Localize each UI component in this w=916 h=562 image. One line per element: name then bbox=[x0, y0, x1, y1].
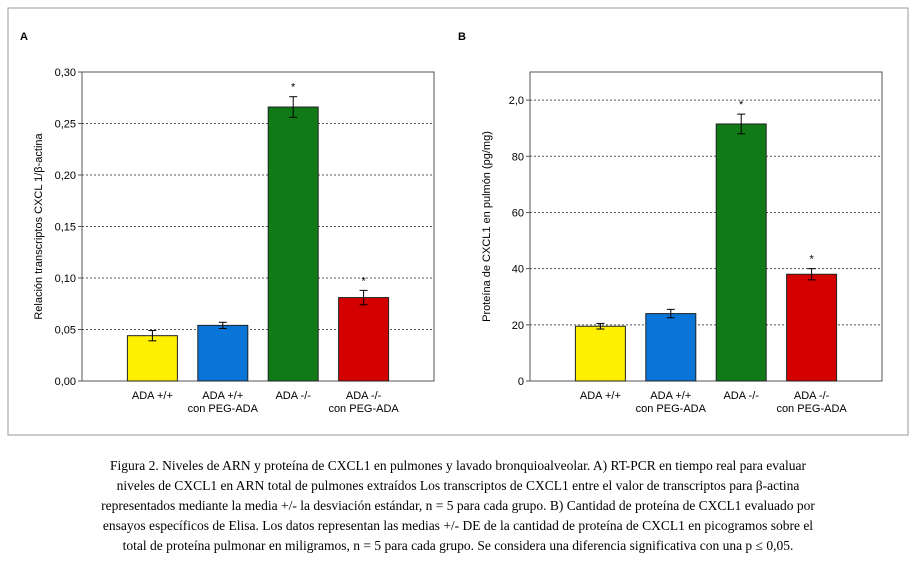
bar bbox=[126, 335, 178, 382]
y-tick-label: 0,15 bbox=[55, 222, 76, 234]
y-tick-label: 2,0 bbox=[509, 95, 524, 107]
y-axis-label: Relación transcriptos CXCL 1/β-actina bbox=[33, 132, 45, 319]
bar bbox=[715, 123, 767, 382]
caption-line: niveles de CXCL1 en ARN total de pulmone… bbox=[117, 478, 800, 493]
caption-line: ensayos específicos de Elisa. Los datos … bbox=[103, 518, 813, 533]
x-tick-label: con PEG-ADA bbox=[776, 403, 847, 415]
y-tick-label: 0,20 bbox=[55, 170, 76, 182]
y-axis-label: Proteína de CXCL1 en pulmón (pg/mg) bbox=[481, 131, 493, 322]
x-tick-label: ADA +/+ bbox=[202, 390, 243, 402]
panel-letter: A bbox=[20, 31, 28, 43]
significance-marker: * bbox=[809, 254, 814, 266]
y-tick-label: 0,05 bbox=[55, 325, 76, 337]
y-tick-label: 0,25 bbox=[55, 119, 76, 131]
y-tick-label: 0,10 bbox=[55, 273, 76, 285]
caption-line: total de proteína pulmonar en miligramos… bbox=[123, 538, 794, 553]
panel-letter: B bbox=[458, 31, 466, 43]
significance-marker: * bbox=[361, 275, 366, 287]
y-tick-label: 0 bbox=[518, 376, 524, 388]
bar bbox=[197, 324, 249, 382]
significance-marker: * bbox=[291, 82, 296, 94]
x-tick-label: con PEG-ADA bbox=[188, 403, 259, 415]
caption-line: Figura 2. Niveles de ARN y proteína de C… bbox=[110, 458, 807, 473]
y-tick-label: 0,30 bbox=[55, 67, 76, 79]
plot-frame bbox=[529, 71, 883, 382]
x-tick-label: ADA -/- bbox=[723, 390, 759, 402]
caption-line: representados mediante la media +/- la d… bbox=[101, 498, 815, 513]
y-tick-label: 0,00 bbox=[55, 376, 76, 388]
y-tick-label: 20 bbox=[512, 320, 524, 332]
significance-marker: * bbox=[739, 99, 744, 111]
x-tick-label: con PEG-ADA bbox=[328, 403, 399, 415]
x-tick-label: ADA -/- bbox=[346, 390, 382, 402]
bar bbox=[574, 325, 626, 382]
x-tick-label: ADA -/- bbox=[794, 390, 830, 402]
y-tick-label: 80 bbox=[512, 151, 524, 163]
y-tick-label: 40 bbox=[512, 264, 524, 276]
x-tick-label: ADA +/+ bbox=[132, 390, 173, 402]
bar bbox=[267, 106, 319, 382]
bar bbox=[645, 313, 697, 382]
x-tick-label: con PEG-ADA bbox=[636, 403, 707, 415]
x-tick-label: ADA +/+ bbox=[580, 390, 621, 402]
x-tick-label: ADA -/- bbox=[275, 390, 311, 402]
x-tick-label: ADA +/+ bbox=[650, 390, 691, 402]
bar bbox=[338, 297, 390, 382]
bar bbox=[786, 273, 838, 382]
figure-frame bbox=[7, 7, 909, 436]
y-tick-label: 60 bbox=[512, 207, 524, 219]
